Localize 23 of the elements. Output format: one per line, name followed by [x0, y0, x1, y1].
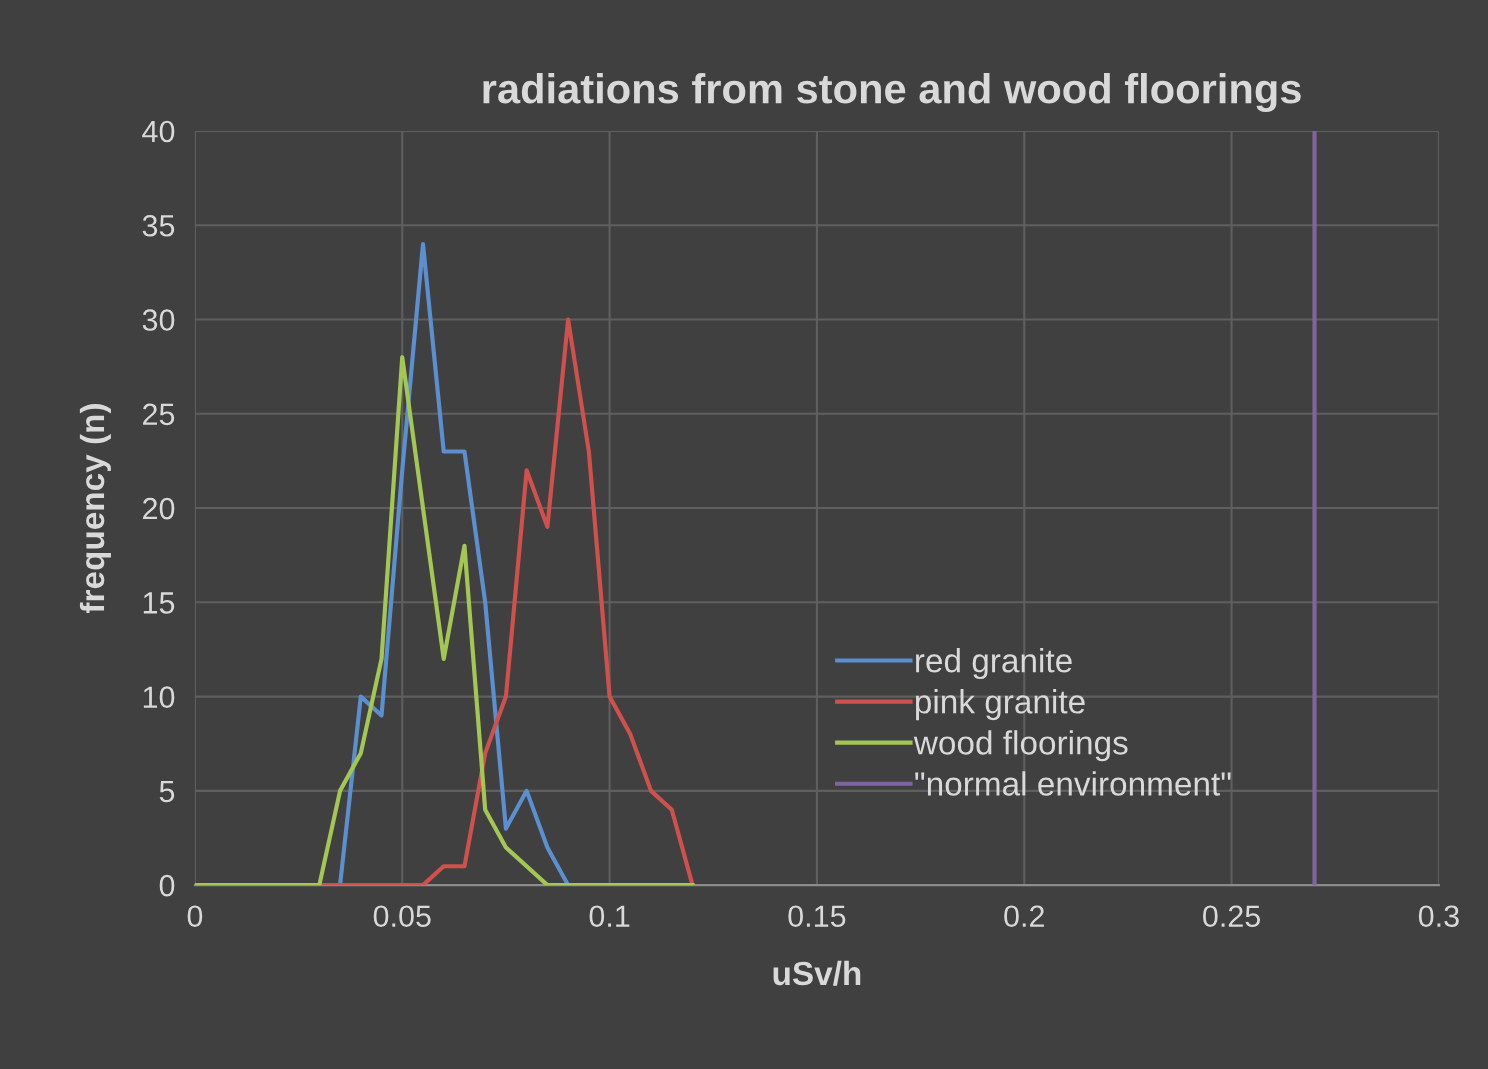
y-tick-label: 25 — [143, 403, 175, 426]
y-tick-label: 20 — [143, 497, 175, 520]
x-axis-title: uSv/h — [773, 960, 861, 986]
chart-title: radiations from stone and wood floorings — [483, 72, 1301, 112]
x-tick-label: 0.3 — [1418, 905, 1459, 928]
legend-label: "normal environment" — [915, 771, 1231, 796]
x-tick-label: 0.1 — [589, 905, 630, 928]
y-tick-label: 10 — [143, 686, 175, 708]
x-tick-label: 0.05 — [373, 905, 431, 928]
x-tick-label: 0 — [187, 905, 203, 928]
y-tick-label: 30 — [142, 309, 175, 331]
x-tick-label: 0.25 — [1203, 905, 1261, 928]
legend-label: wood floorings — [913, 730, 1128, 762]
x-tick-label: 0.2 — [1004, 905, 1044, 928]
y-tick-label: 15 — [143, 592, 175, 614]
y-tick-label: 40 — [142, 120, 175, 143]
y-tick-label: 5 — [159, 780, 175, 803]
y-axis-title: frequency (n) — [79, 404, 111, 614]
y-tick-label: 0 — [159, 874, 175, 897]
legend-label: pink granite — [915, 689, 1085, 721]
legend-label: red granite — [916, 648, 1072, 680]
x-tick-label: 0.15 — [788, 905, 846, 928]
y-tick-label: 35 — [142, 214, 175, 237]
